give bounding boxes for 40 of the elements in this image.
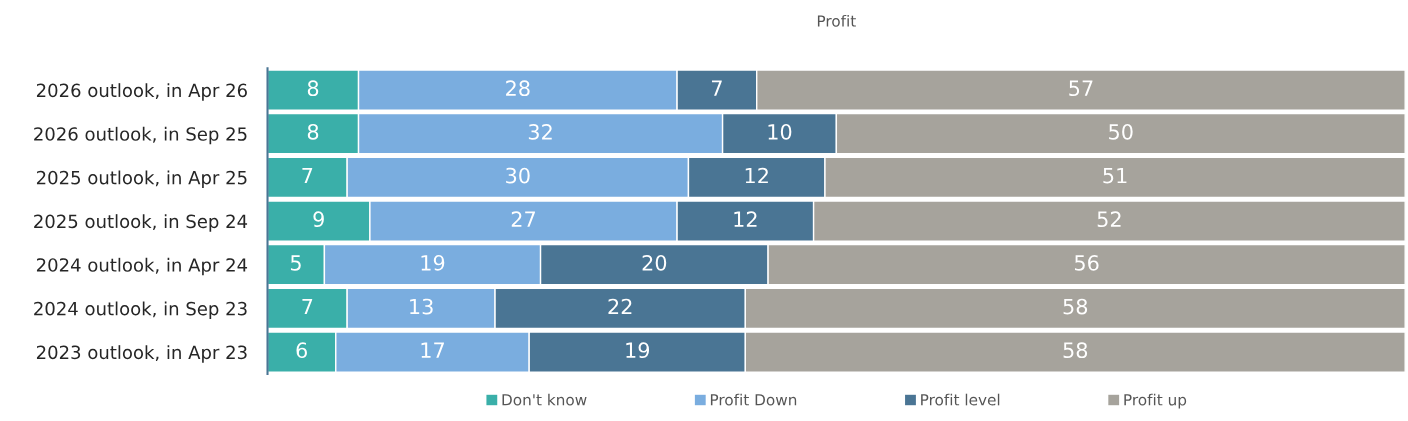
data-label: 8 (307, 80, 319, 97)
y-tick-label: 2024 outlook, in Sep 23 (34, 301, 247, 319)
y-tick-label: 2024 outlook, in Apr 24 (36, 257, 248, 276)
y-tick-label: 2026 outlook, in Apr 26 (36, 83, 247, 101)
data-label: 28 (506, 80, 530, 97)
data-label: 12 (734, 211, 757, 227)
y-tick-label: 2025 outlook, in Apr 25 (36, 170, 247, 188)
data-label: 8 (307, 123, 319, 140)
legend-label: Profit up (1124, 393, 1187, 409)
data-label: 7 (302, 167, 313, 184)
legend-label: Profit Down (710, 393, 797, 406)
data-label: 56 (1074, 254, 1099, 271)
y-tick-label: 2026 outlook, in Sep 25 (34, 126, 247, 145)
data-label: 32 (528, 123, 552, 140)
data-label: 51 (1103, 167, 1127, 184)
y-tick-label: 2023 outlook, in Apr 23 (36, 345, 247, 363)
data-label: 58 (1063, 342, 1088, 359)
data-label: 57 (1069, 80, 1093, 97)
data-label: 6 (296, 342, 307, 359)
data-label: 19 (421, 254, 445, 271)
data-label: 13 (410, 298, 433, 315)
data-label: 50 (1109, 123, 1133, 140)
y-tick-label: 2025 outlook, in Sep 24 (34, 214, 248, 232)
data-label: 5 (290, 255, 301, 271)
data-label: 7 (302, 298, 313, 315)
data-label: 7 (711, 80, 722, 96)
data-label: 58 (1063, 298, 1088, 315)
legend-label: Profit level (921, 393, 1000, 406)
data-label: 22 (608, 298, 632, 315)
data-label: 52 (1097, 211, 1121, 228)
data-label: 12 (745, 167, 768, 184)
chart-title: Profit (817, 14, 856, 27)
data-label: 19 (626, 342, 650, 359)
data-label: 20 (642, 254, 667, 271)
data-label: 30 (506, 167, 530, 184)
legend-label: Don't know (502, 393, 587, 406)
data-label: 9 (313, 211, 324, 228)
data-label: 10 (768, 123, 792, 140)
data-label: 27 (511, 211, 535, 227)
data-label: 17 (421, 342, 444, 358)
